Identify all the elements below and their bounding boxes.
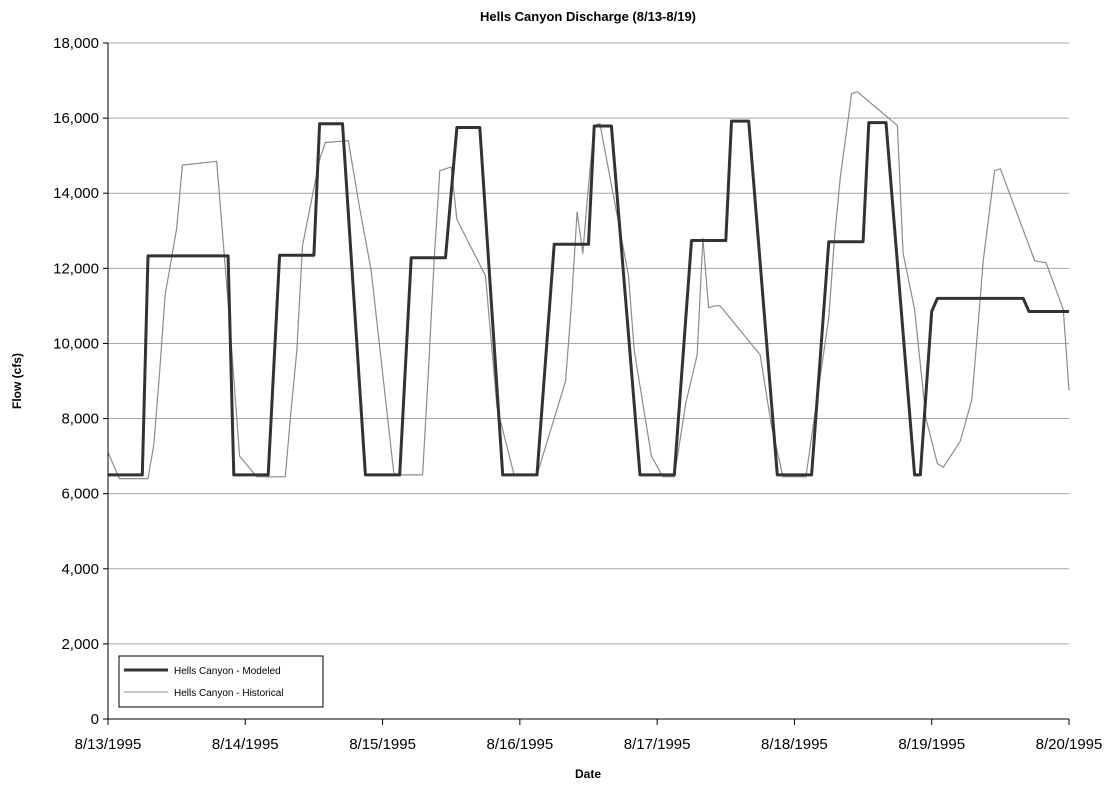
x-tick-label: 8/13/1995 xyxy=(75,736,142,753)
gridlines xyxy=(108,42,1069,645)
y-tick-label: 8,000 xyxy=(61,411,99,428)
series-layer xyxy=(107,91,1070,480)
chart-title: Hells Canyon Discharge (8/13-8/19) xyxy=(480,9,696,24)
x-tick-label: 8/19/1995 xyxy=(898,736,965,753)
y-tick-label: 16,000 xyxy=(53,110,99,127)
x-tick-label: 8/17/1995 xyxy=(624,736,691,753)
x-axis-title: Date xyxy=(575,767,601,781)
legend-label-historical: Hells Canyon - Historical xyxy=(174,688,283,699)
y-tick-label: 10,000 xyxy=(53,335,99,352)
x-tick-label: 8/18/1995 xyxy=(761,736,828,753)
legend: Hells Canyon - Modeled Hells Canyon - Hi… xyxy=(118,655,324,708)
y-tick-label: 18,000 xyxy=(53,35,99,52)
y-tick-label: 2,000 xyxy=(61,636,99,653)
y-tick-label: 6,000 xyxy=(61,486,99,503)
x-tick-labels: 8/13/1995 8/14/1995 8/15/1995 8/16/1995 8/17… xyxy=(75,719,1103,753)
y-tick-label: 0 xyxy=(91,711,99,728)
x-tick-label: 8/20/1995 xyxy=(1036,736,1103,753)
legend-box xyxy=(118,655,324,708)
y-tick-labels: 0 2,000 4,000 6,000 8,000 10,000 12,000 14,000 1… xyxy=(53,35,108,728)
y-tick-label: 4,000 xyxy=(61,561,99,578)
legend-label-modeled: Hells Canyon - Modeled xyxy=(174,666,281,677)
y-tick-label: 12,000 xyxy=(53,260,99,277)
x-tick-label: 8/14/1995 xyxy=(212,736,279,753)
y-tick-label: 14,000 xyxy=(53,185,99,202)
y-axis-title: Flow (cfs) xyxy=(10,353,24,409)
x-tick-label: 8/16/1995 xyxy=(486,736,553,753)
series-line-modeled xyxy=(108,119,1069,477)
x-tick-label: 8/15/1995 xyxy=(349,736,416,753)
axes xyxy=(107,43,1069,720)
